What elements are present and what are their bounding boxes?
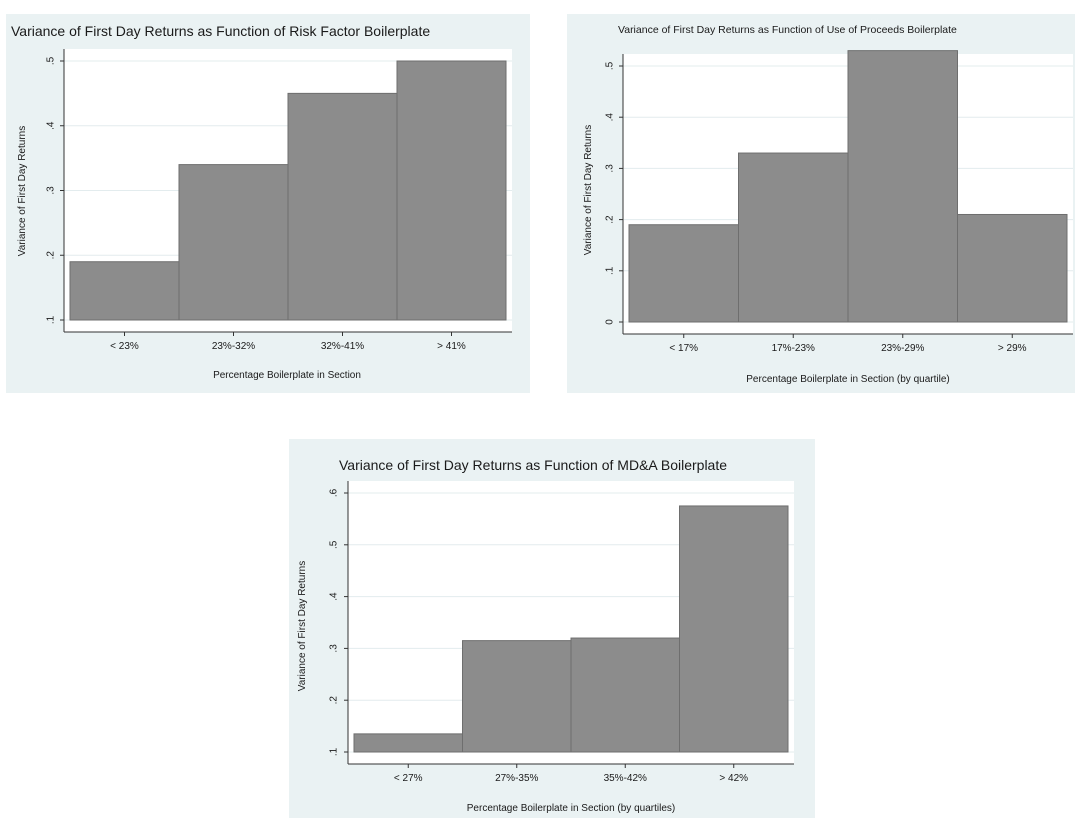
chart-svg-mda: Variance of First Day Returns as Functio… <box>297 457 794 814</box>
chart-title: Variance of First Day Returns as Functio… <box>618 24 957 36</box>
x-tick-label: > 29% <box>998 343 1027 354</box>
bar <box>628 224 739 323</box>
y-tick-label: .3 <box>329 644 340 653</box>
y-tick-label: .4 <box>605 113 616 122</box>
x-tick-label: 35%-42% <box>604 773 647 784</box>
y-tick-label: .2 <box>329 696 340 705</box>
y-tick-label: .3 <box>46 186 57 195</box>
bar <box>396 60 507 321</box>
chart-svg-risk-factor: Variance of First Day Returns as Functio… <box>11 23 512 381</box>
y-tick-label: .2 <box>46 251 57 260</box>
y-tick-label: .5 <box>329 540 340 549</box>
bar <box>69 261 180 321</box>
x-tick-label: < 17% <box>669 343 698 354</box>
chart-svg-use-of-proceeds: Variance of First Day Returns as Functio… <box>583 24 1073 385</box>
chart-title: Variance of First Day Returns as Functio… <box>11 23 430 39</box>
x-tick-label: < 27% <box>394 773 423 784</box>
y-tick-label: .4 <box>46 121 57 130</box>
y-axis-label: Variance of First Day Returns <box>583 125 594 255</box>
y-tick-label: .5 <box>46 56 57 65</box>
y-tick-label: .1 <box>329 747 340 756</box>
x-tick-label: > 41% <box>437 341 466 352</box>
y-tick-label: 0 <box>605 319 616 325</box>
x-tick-label: 23%-29% <box>881 343 924 354</box>
y-tick-label: .1 <box>46 315 57 324</box>
y-tick-label: .2 <box>605 215 616 224</box>
x-tick-label: 23%-32% <box>212 341 255 352</box>
chart-panel-risk-factor: Variance of First Day Returns as Functio… <box>6 14 530 393</box>
bar <box>462 640 572 753</box>
y-tick-label: .5 <box>605 61 616 70</box>
bar <box>178 164 289 321</box>
y-axis-label: Variance of First Day Returns <box>17 126 28 256</box>
bar <box>738 152 849 323</box>
y-tick-label: .4 <box>329 592 340 601</box>
y-axis-label: Variance of First Day Returns <box>297 561 308 691</box>
x-tick-label: 27%-35% <box>495 773 538 784</box>
x-tick-label: 32%-41% <box>321 341 364 352</box>
bar <box>570 637 680 753</box>
bar <box>287 92 398 321</box>
x-axis-label: Percentage Boilerplate in Section <box>213 370 361 381</box>
bar <box>957 213 1068 323</box>
bar <box>847 50 958 323</box>
bar <box>353 733 463 753</box>
chart-panel-use-of-proceeds: Variance of First Day Returns as Functio… <box>567 14 1075 393</box>
chart-title: Variance of First Day Returns as Functio… <box>339 457 727 473</box>
bar <box>679 505 789 753</box>
x-tick-label: < 23% <box>110 341 139 352</box>
y-tick-label: .6 <box>329 488 340 497</box>
y-tick-label: .3 <box>605 164 616 173</box>
x-tick-label: 17%-23% <box>772 343 815 354</box>
x-axis-label: Percentage Boilerplate in Section (by qu… <box>467 803 675 814</box>
x-axis-label: Percentage Boilerplate in Section (by qu… <box>746 374 949 385</box>
chart-panel-mda: Variance of First Day Returns as Functio… <box>289 439 815 818</box>
y-tick-label: .1 <box>605 266 616 275</box>
x-tick-label: > 42% <box>719 773 748 784</box>
